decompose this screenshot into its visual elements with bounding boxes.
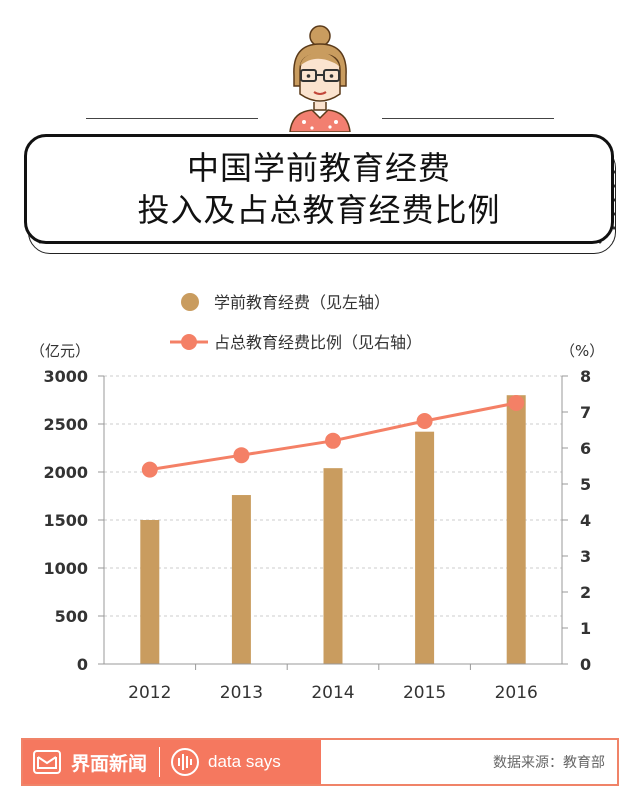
title-line-1: 中国学前教育经费: [186, 149, 451, 187]
title-line-2: 投入及占总教育经费比例: [137, 191, 501, 229]
x-tick-label: 2013: [220, 683, 263, 703]
legend-bar-marker: [181, 293, 199, 311]
data-says-icon: [171, 748, 200, 776]
data-source: 数据来源：教育部: [493, 755, 605, 771]
brand-separator: [159, 747, 161, 777]
bar: [415, 431, 435, 664]
decor-line-left: [86, 118, 258, 119]
legend-line-marker: [181, 334, 197, 350]
right-tick-label: 6: [580, 439, 591, 458]
legend-bar-label: 学前教育经费（见左轴）: [214, 293, 390, 312]
right-axis-unit: （%）: [560, 342, 604, 360]
x-tick-label: 2016: [495, 683, 538, 703]
left-axis-unit: （亿元）: [30, 342, 90, 360]
chart: 学前教育经费（见左轴） 占总教育经费比例（见右轴） （亿元） （%） 0 500 1…: [30, 293, 604, 703]
left-tick-label: 1000: [43, 559, 88, 578]
right-tick-label: 3: [580, 547, 591, 566]
bar: [140, 520, 160, 664]
right-tick-label: 7: [580, 403, 591, 422]
line-point: [141, 461, 158, 478]
tick-labels: 0 500 1000 1500 2000 2500 3000 0 1 2 3 4 5 6 7 8 2012 201…: [43, 367, 591, 703]
data-says-label: data says: [208, 752, 281, 771]
axes: [98, 375, 568, 670]
right-tick-label: 0: [580, 655, 591, 674]
legend: 学前教育经费（见左轴） 占总教育经费比例（见右轴）: [170, 293, 422, 352]
left-tick-label: 2000: [43, 463, 88, 482]
right-tick-label: 2: [580, 583, 591, 602]
left-tick-label: 3000: [43, 367, 88, 386]
right-tick-label: 1: [580, 619, 591, 638]
right-tick-label: 8: [580, 367, 591, 386]
bar: [231, 495, 251, 664]
x-tick-label: 2015: [403, 683, 446, 703]
x-tick-label: 2012: [128, 683, 171, 703]
line-series: [141, 395, 525, 478]
line-point: [233, 447, 250, 464]
decor-line-right: [382, 118, 554, 119]
line-point: [508, 395, 525, 411]
brand-name: 界面新闻: [71, 752, 148, 775]
footer: 界面新闻 data says 数据来源：教育部: [21, 738, 619, 786]
left-tick-label: 500: [55, 607, 88, 626]
line-point: [325, 432, 341, 449]
right-tick-label: 4: [580, 511, 591, 530]
bar-series: [140, 395, 526, 664]
title-box: 中国学前教育经费 投入及占总教育经费比例: [24, 134, 614, 244]
left-tick-label: 2500: [43, 415, 88, 434]
header: 中国学前教育经费 投入及占总教育经费比例: [0, 0, 640, 260]
legend-line-label: 占总教育经费比例（见右轴）: [214, 333, 422, 352]
brand-logo-icon: [33, 750, 61, 774]
x-tick-label: 2014: [311, 683, 354, 703]
bar: [323, 468, 343, 664]
line-point: [416, 413, 433, 429]
left-tick-label: 0: [77, 655, 88, 674]
left-tick-label: 1500: [43, 511, 88, 530]
bar: [506, 395, 526, 664]
right-tick-label: 5: [580, 475, 591, 494]
footer-brand-block: 界面新闻 data says: [23, 740, 321, 784]
avatar-illustration: [289, 25, 351, 132]
